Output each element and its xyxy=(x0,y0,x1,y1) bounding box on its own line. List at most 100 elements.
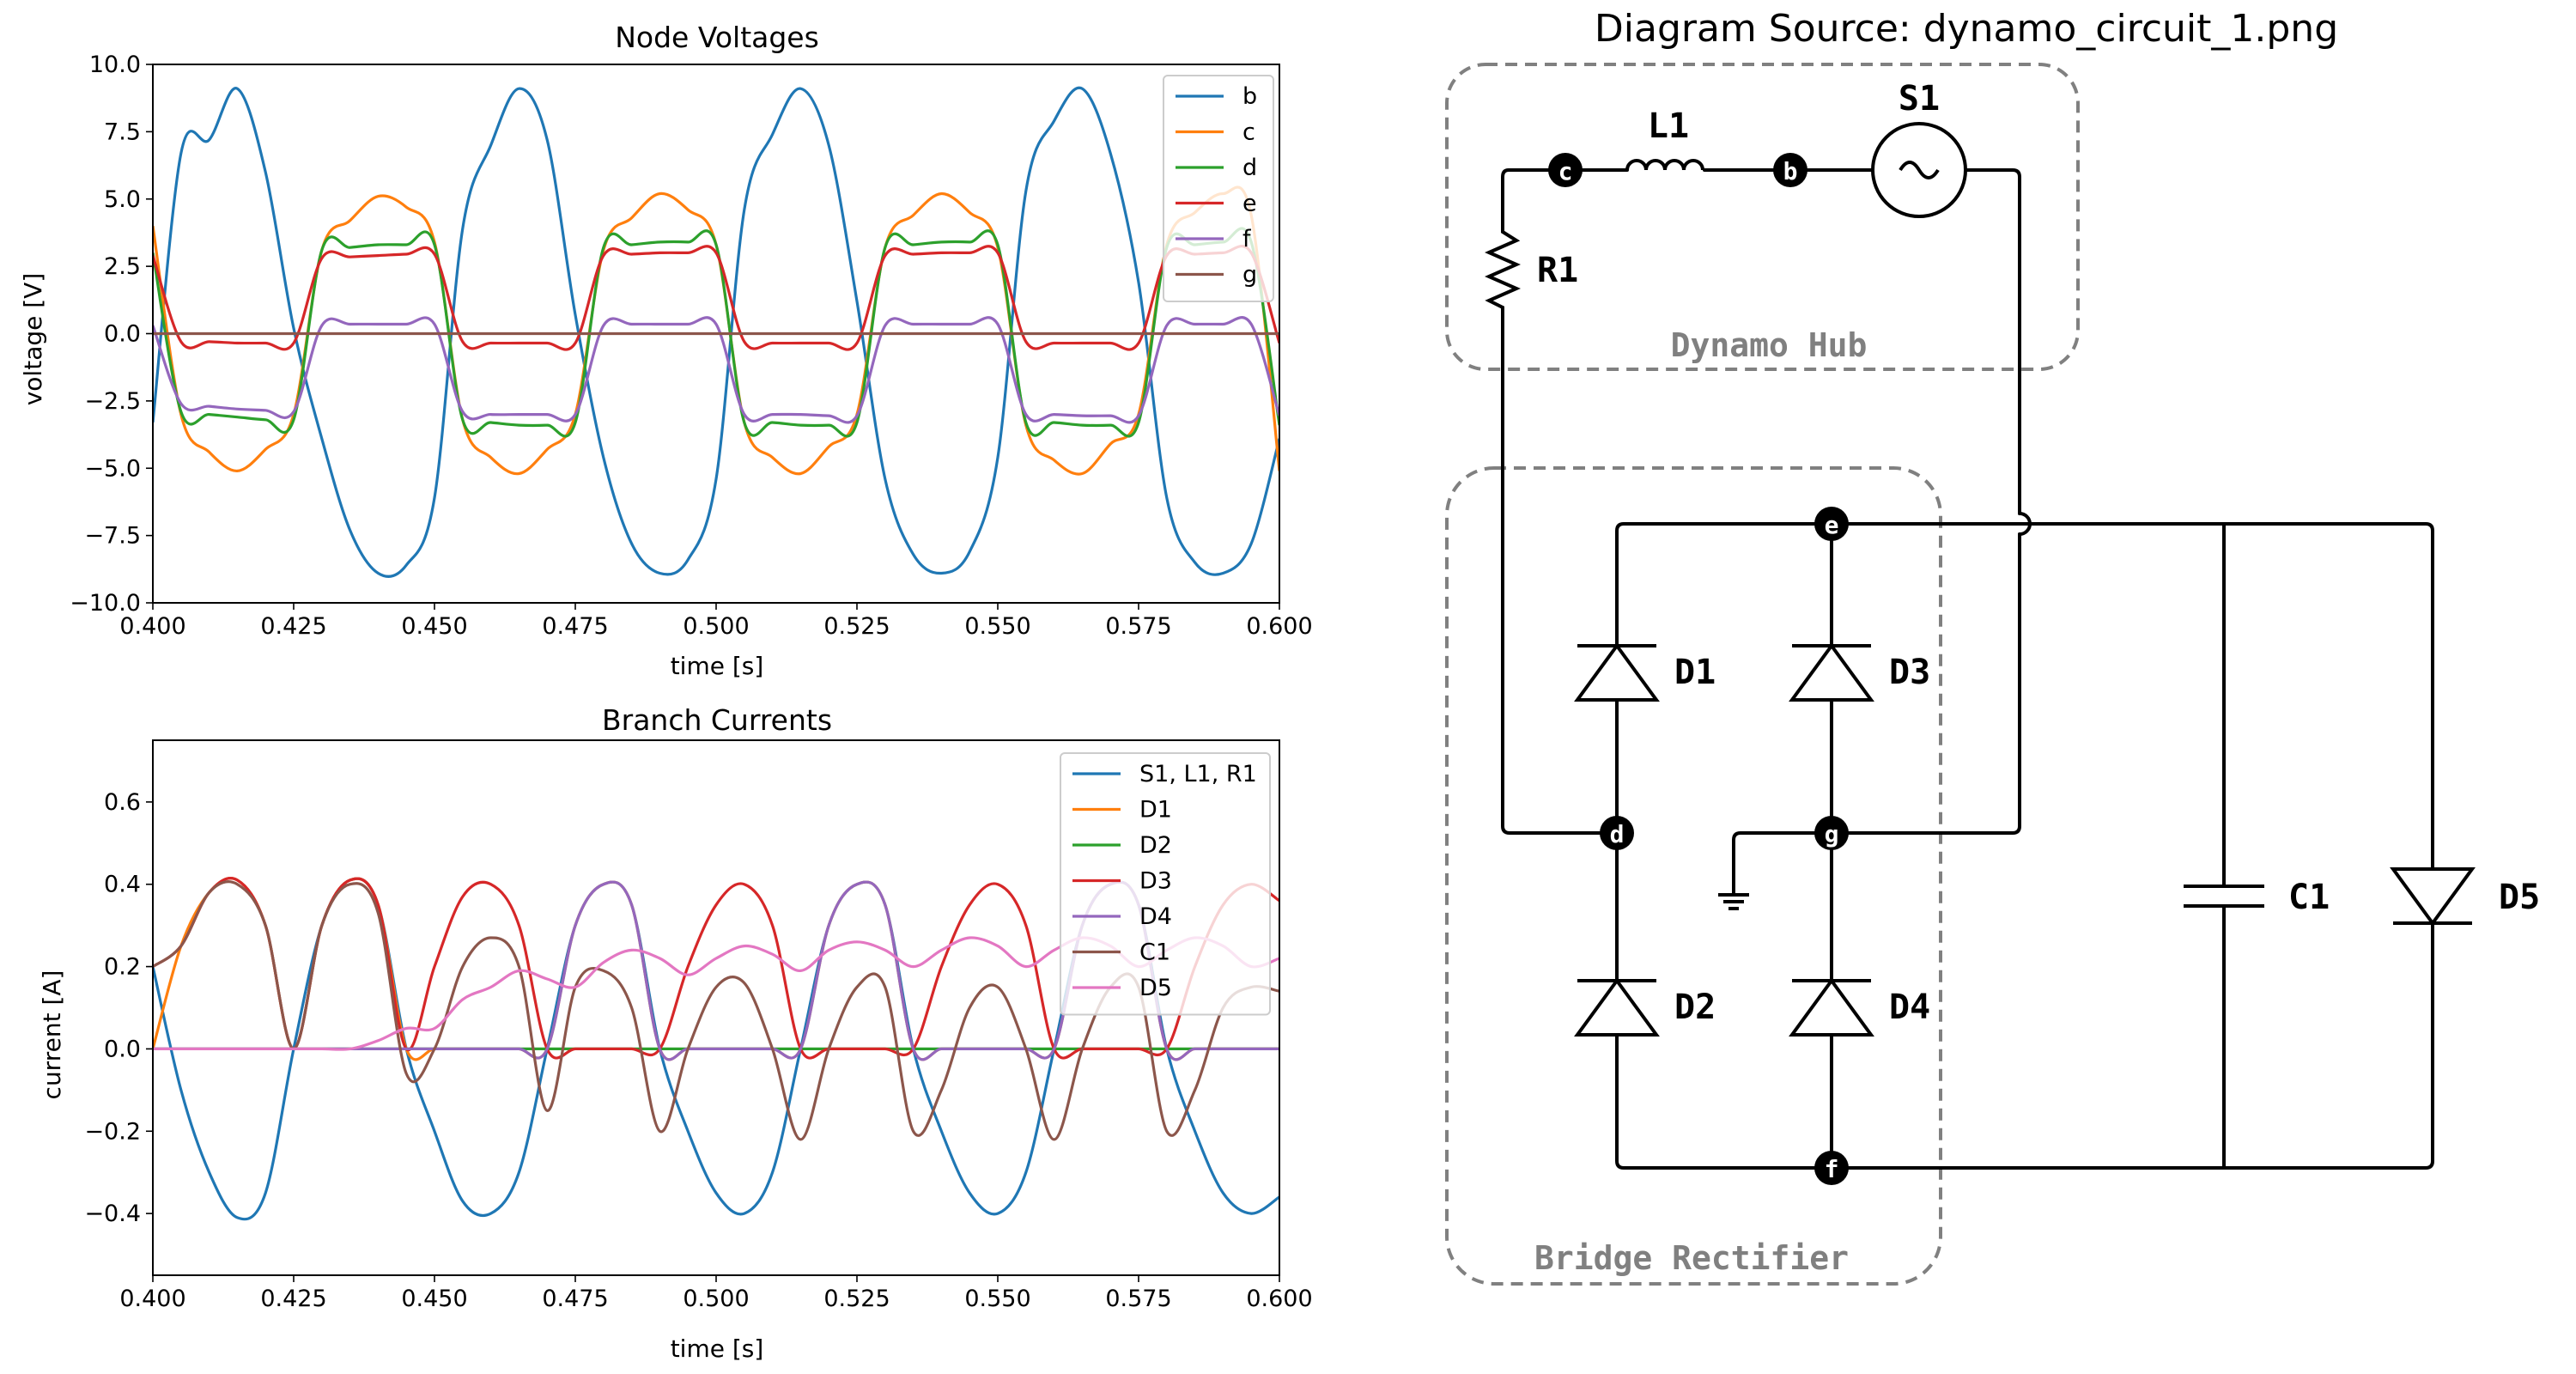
y-tick: −0.4 xyxy=(84,1201,153,1227)
y-tick: 10.0 xyxy=(89,52,153,78)
x-tick-label: 0.550 xyxy=(964,613,1030,640)
y-tick-label: 0.6 xyxy=(104,789,141,816)
y-tick-label: −5.0 xyxy=(84,455,141,482)
wires xyxy=(1501,168,2434,1170)
component-label-d4: D4 xyxy=(1889,988,1930,1027)
y-tick-label: 0.0 xyxy=(104,1036,141,1062)
legend-entry: b xyxy=(1176,83,1257,110)
ground-icon xyxy=(1718,893,1749,910)
y-tick: 5.0 xyxy=(104,186,153,213)
x-tick: 0.500 xyxy=(683,1275,750,1312)
node-b: b xyxy=(1773,153,1807,187)
legend-entry: C1 xyxy=(1072,939,1170,966)
x-tick-label: 0.600 xyxy=(1246,613,1312,640)
y-axis-label: current [A] xyxy=(38,970,66,1100)
x-tick-label: 0.500 xyxy=(683,613,749,640)
x-tick: 0.475 xyxy=(542,1275,609,1312)
x-tick: 0.450 xyxy=(401,1275,468,1312)
y-tick: 2.5 xyxy=(104,253,153,280)
series-line-4 xyxy=(153,316,1279,424)
x-tick-label: 0.475 xyxy=(542,1286,608,1312)
x-tick-label: 0.450 xyxy=(401,1286,467,1312)
x-tick: 0.500 xyxy=(683,603,750,640)
x-axis-ticks: 0.400 0.425 0.450 0.475 0.500 0.525 0.550 0.575… xyxy=(119,1275,1313,1312)
y-tick: −5.0 xyxy=(84,455,153,482)
legend-entry: D3 xyxy=(1072,868,1172,895)
y-tick-label: 10.0 xyxy=(89,52,141,78)
legend-label: D2 xyxy=(1139,832,1172,859)
x-axis-label: time [s] xyxy=(671,1334,764,1363)
legend-label: D1 xyxy=(1139,797,1172,824)
y-tick: 7.5 xyxy=(104,119,153,145)
chart-title: Branch Currents xyxy=(602,703,832,737)
branch-currents-chart: Branch Currents 0.400 0.425 0.450 0.475 0.50… xyxy=(38,703,1313,1363)
component-label-d2: D2 xyxy=(1674,988,1716,1027)
y-axis-ticks: 10.0 7.5 5.0 2.5 0.0 −2.5 −5.0 −7.5 −10.0 xyxy=(70,52,153,617)
x-tick-label: 0.425 xyxy=(260,1286,326,1312)
y-tick: −0.2 xyxy=(84,1118,153,1145)
diode-d3: D3 xyxy=(1789,642,1930,702)
node-f: f xyxy=(1814,1151,1849,1185)
x-axis-ticks: 0.400 0.425 0.450 0.475 0.500 0.525 0.550 0.575… xyxy=(119,603,1313,640)
legend-label: c xyxy=(1242,119,1255,146)
legend-entry: D5 xyxy=(1072,975,1172,1001)
x-tick-label: 0.400 xyxy=(119,1286,185,1312)
node-d: d xyxy=(1600,816,1634,850)
y-tick: −7.5 xyxy=(84,523,153,550)
legend-label: f xyxy=(1242,226,1252,252)
x-axis-label: time [s] xyxy=(671,652,764,680)
series-line-0 xyxy=(153,86,1279,578)
node-label-d: d xyxy=(1610,820,1625,848)
legend-label: D4 xyxy=(1139,903,1172,930)
legend-label: e xyxy=(1242,191,1257,217)
legend-entry: g xyxy=(1176,262,1257,289)
y-tick-label: 0.2 xyxy=(104,954,141,981)
y-tick-label: 7.5 xyxy=(104,119,141,145)
legend-entry: f xyxy=(1176,226,1252,252)
circuit-diagram: Diagram Source: dynamo_circuit_1.png Dyn… xyxy=(1445,7,2540,1286)
diode-d1: D1 xyxy=(1574,642,1716,702)
dynamo-hub-group-box xyxy=(1445,63,2080,371)
x-tick-label: 0.600 xyxy=(1246,1286,1312,1312)
legend-label: S1, L1, R1 xyxy=(1139,761,1257,787)
legend-entry: c xyxy=(1176,119,1255,146)
component-label-l1: L1 xyxy=(1648,106,1689,146)
y-tick-label: 5.0 xyxy=(104,186,141,213)
node-label-e: e xyxy=(1825,511,1839,539)
x-tick: 0.525 xyxy=(823,1275,890,1312)
y-tick-label: 2.5 xyxy=(104,253,141,280)
legend-entry: D4 xyxy=(1072,903,1172,930)
node-label-g: g xyxy=(1825,820,1839,848)
node-g: g xyxy=(1814,816,1849,850)
y-tick-label: −0.2 xyxy=(84,1118,141,1145)
diode-d4: D4 xyxy=(1789,977,1930,1037)
x-tick-label: 0.450 xyxy=(401,613,467,640)
bridge-rectifier-group-box xyxy=(1445,466,1942,1286)
series-lines xyxy=(153,86,1279,578)
y-tick-label: −10.0 xyxy=(70,590,141,617)
capacitor-c1: C1 xyxy=(2184,878,2330,917)
y-tick-label: −7.5 xyxy=(84,523,141,550)
y-tick: 0.4 xyxy=(104,872,153,898)
node-c: c xyxy=(1548,153,1583,187)
y-tick: 0.0 xyxy=(104,1036,153,1062)
series-line-5 xyxy=(153,880,1279,1141)
diode-d2: D2 xyxy=(1574,977,1716,1037)
component-label-s1: S1 xyxy=(1899,79,1940,119)
legend-label: d xyxy=(1242,155,1257,181)
legend-entry: d xyxy=(1176,155,1257,181)
node-e: e xyxy=(1814,507,1849,541)
x-tick: 0.550 xyxy=(964,603,1031,640)
y-tick: −10.0 xyxy=(70,590,153,617)
y-tick-label: −2.5 xyxy=(84,388,141,415)
legend-label: b xyxy=(1242,83,1257,110)
bridge-rectifier-group-label: Bridge Rectifier xyxy=(1534,1239,1849,1277)
x-tick-label: 0.425 xyxy=(260,613,326,640)
x-tick: 0.400 xyxy=(119,1275,186,1312)
legend: S1, L1, R1 D1 D2 D3 D4 C1 D5 xyxy=(1060,752,1271,1016)
x-tick: 0.475 xyxy=(542,603,609,640)
ac-source-s1: S1 xyxy=(1871,79,1967,218)
node-voltages-chart: Node Voltages 0.400 0.425 0.450 0.475 0.500 0… xyxy=(19,21,1313,680)
